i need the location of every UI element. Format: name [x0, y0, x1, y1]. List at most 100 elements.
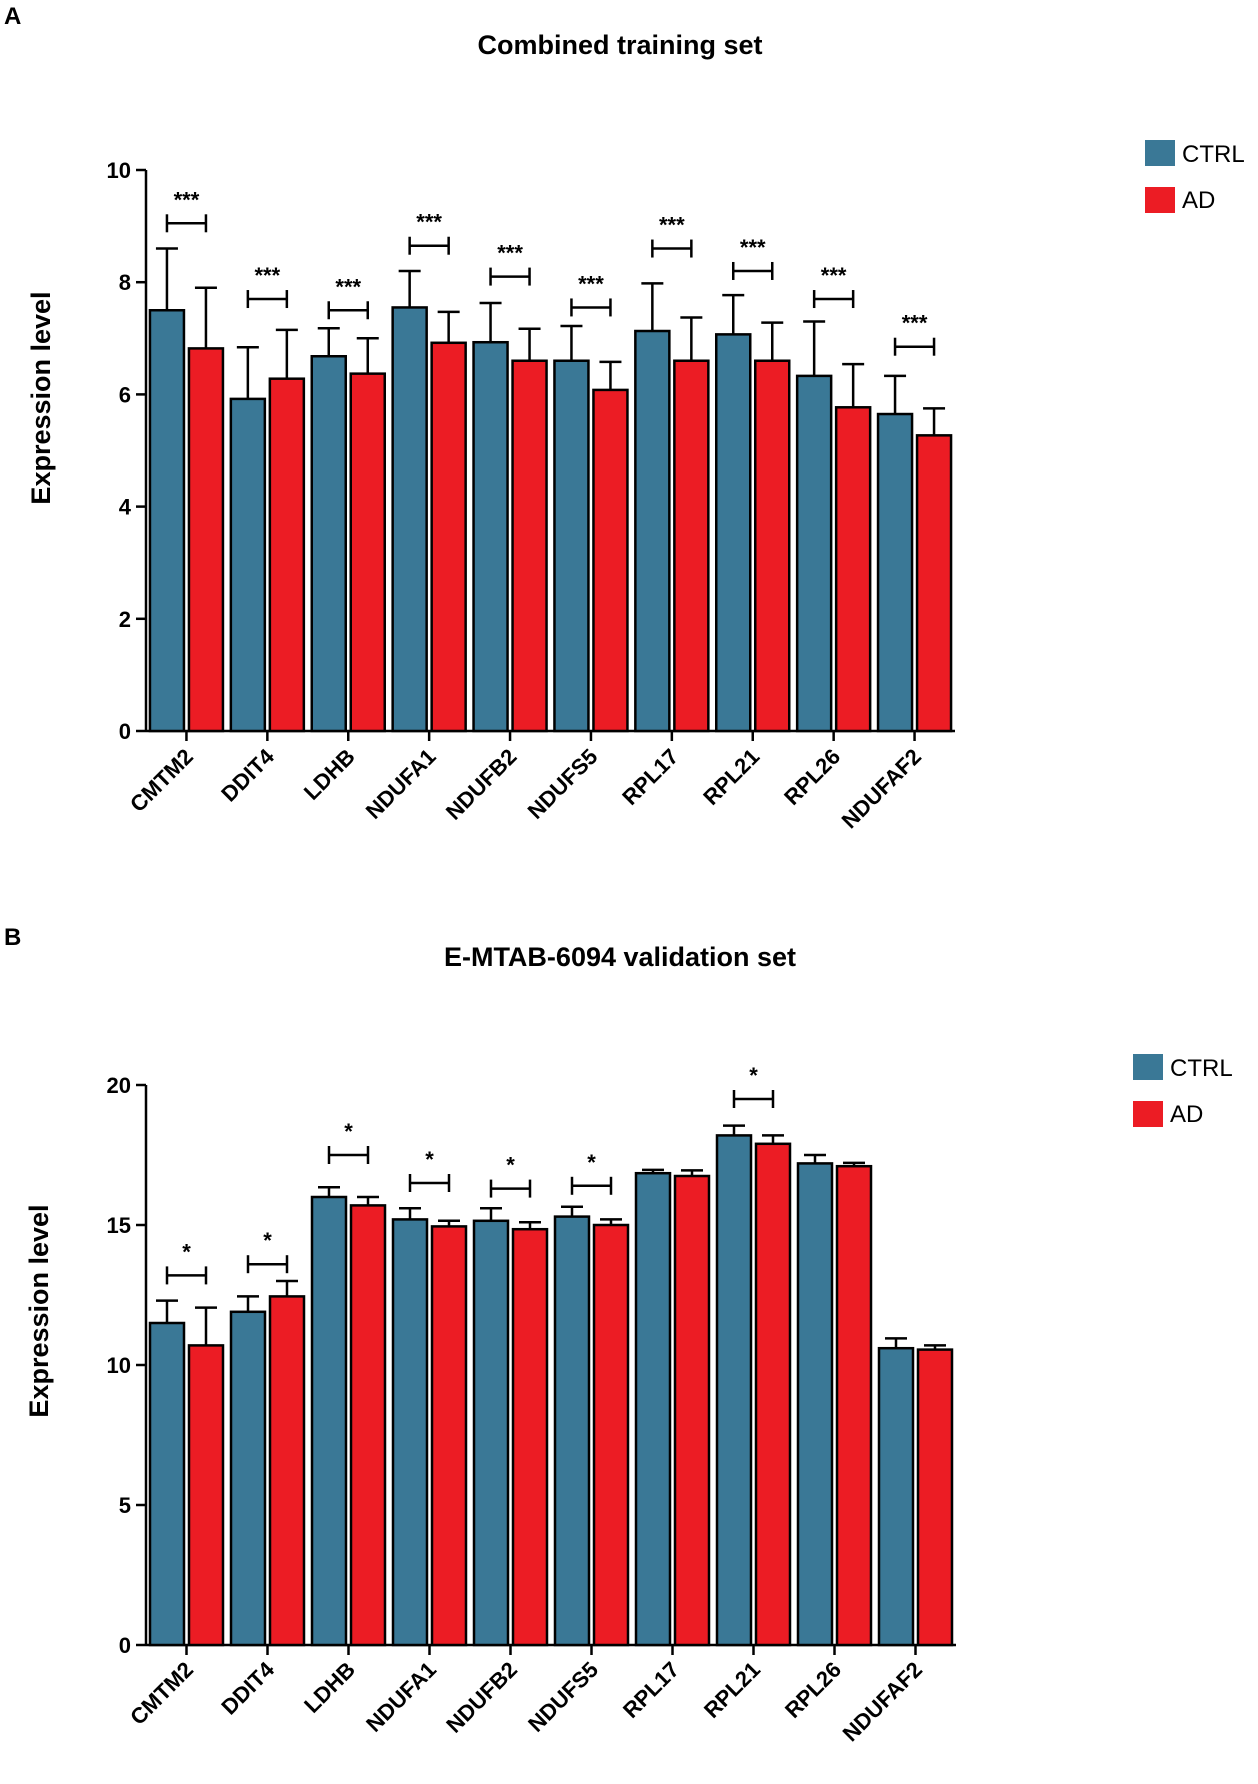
bar-ad-rpl21 — [754, 1142, 792, 1647]
x-tick-label: CMTM2 — [125, 1657, 198, 1730]
bar-ctrl-rpl17 — [634, 329, 671, 733]
x-tick-label: LDHB — [299, 1657, 360, 1718]
significance-label: *** — [740, 235, 766, 260]
x-tick-label: NDUFS5 — [523, 1657, 603, 1737]
legend-swatch-ctrl — [1133, 1054, 1163, 1080]
y-tick-label: 4 — [119, 495, 132, 520]
legend-label-ctrl: CTRL — [1182, 141, 1245, 168]
x-tick-label: RPL21 — [698, 744, 764, 810]
legend: CTRL AD — [1133, 1054, 1233, 1128]
x-tick-label: NDUFS5 — [523, 744, 603, 824]
y-tick-label: 5 — [119, 1493, 131, 1518]
plot-area: 0 2 4 6 8 10 CMTM2 *** DDIT4 *** LDHB *** NDUFA1 *** N… — [107, 158, 955, 833]
bar-ad-rpl21 — [754, 359, 791, 733]
bar-ctrl-ndufaf2 — [876, 412, 914, 733]
significance-label: *** — [578, 271, 604, 296]
bar-ad-rpl17 — [673, 1174, 711, 1647]
bar-ctrl-rpl26 — [795, 374, 833, 733]
x-tick-label: RPL21 — [699, 1657, 765, 1723]
bar-ctrl-rpl17 — [634, 1171, 672, 1647]
x-tick-label: NDUFB2 — [441, 744, 522, 825]
x-tick-label: RPL17 — [617, 744, 683, 810]
significance-label: * — [182, 1239, 191, 1264]
legend-label-ad: AD — [1170, 1101, 1203, 1128]
significance-label: *** — [659, 213, 685, 238]
y-tick-label: 2 — [119, 607, 131, 632]
bar-ad-ndufs5 — [592, 388, 629, 733]
bar-ad-rpl26 — [834, 406, 872, 733]
plot-area: 0 5 10 15 20 CMTM2 * DDIT4 * LDHB * NDUFA1 * NDUFB2 * N… — [107, 1063, 956, 1746]
y-tick-label: 10 — [107, 158, 131, 183]
bar-ctrl-ndufb2 — [472, 340, 509, 733]
bar-ad-ndufaf2 — [915, 434, 953, 733]
significance-label: *** — [335, 274, 361, 299]
x-tick-label: NDUFAF2 — [838, 1657, 927, 1746]
significance-label: *** — [255, 263, 281, 288]
x-tick-label: CMTM2 — [125, 744, 198, 817]
significance-label: *** — [416, 210, 442, 235]
significance-label: * — [344, 1119, 353, 1144]
significance-label: * — [749, 1063, 758, 1088]
x-tick-label: NDUFA1 — [361, 744, 441, 824]
bar-ad-ndufaf2 — [916, 1348, 954, 1647]
panel-letter: B — [4, 924, 21, 951]
significance-label: * — [587, 1150, 596, 1175]
bar-ctrl-ldhb — [310, 355, 347, 733]
y-tick-label: 8 — [119, 270, 131, 295]
y-tick-label: 6 — [119, 382, 131, 407]
bar-ad-cmtm2 — [187, 347, 225, 733]
chart-title: E-MTAB-6094 validation set — [444, 942, 796, 972]
y-tick-label: 15 — [107, 1213, 131, 1238]
significance-label: * — [425, 1147, 434, 1172]
bar-ad-ldhb — [349, 372, 386, 733]
significance-label: *** — [497, 241, 523, 266]
bar-ctrl-ldhb — [310, 1195, 348, 1647]
y-tick-label: 0 — [119, 719, 131, 744]
panel-a: A Combined training set Expression level… — [4, 3, 1245, 833]
x-tick-label: NDUFA1 — [361, 1657, 441, 1737]
significance-label: *** — [821, 263, 847, 288]
legend-swatch-ctrl — [1145, 140, 1175, 166]
bar-ad-rpl17 — [673, 359, 710, 733]
legend-label-ad: AD — [1182, 187, 1215, 214]
bar-ctrl-ndufs5 — [553, 1215, 591, 1647]
legend-swatch-ad — [1145, 187, 1175, 213]
x-tick-label: RPL17 — [618, 1657, 684, 1723]
bar-ad-cmtm2 — [187, 1344, 225, 1647]
legend: CTRL AD — [1145, 140, 1245, 214]
y-tick-label: 20 — [107, 1073, 131, 1098]
x-tick-label: DDIT4 — [216, 743, 279, 806]
x-tick-label: LDHB — [299, 744, 360, 805]
y-axis-label: Expression level — [24, 1204, 54, 1417]
significance-label: *** — [174, 187, 200, 212]
x-tick-label: NDUFAF2 — [837, 744, 926, 833]
x-tick-label: RPL26 — [780, 1657, 846, 1723]
bar-ad-ndufa1 — [430, 1225, 468, 1647]
panel-letter: A — [4, 3, 21, 30]
bar-ad-ndufb2 — [511, 359, 548, 733]
bar-ctrl-rpl26 — [796, 1162, 834, 1647]
bar-ctrl-rpl21 — [715, 333, 752, 733]
y-axis-label: Expression level — [26, 291, 56, 504]
panel-b: B E-MTAB-6094 validation set Expression … — [4, 924, 1233, 1746]
significance-label: * — [263, 1228, 272, 1253]
bar-ctrl-ndufa1 — [391, 1218, 429, 1647]
bar-ad-ldhb — [349, 1204, 387, 1647]
legend-swatch-ad — [1133, 1101, 1163, 1127]
bar-ctrl-ddit4 — [229, 397, 267, 733]
bar-ad-ddit4 — [268, 377, 306, 733]
chart-title: Combined training set — [477, 30, 762, 60]
bar-ad-ndufb2 — [511, 1227, 549, 1647]
bar-ad-rpl26 — [835, 1164, 873, 1647]
bar-ctrl-ndufaf2 — [877, 1346, 915, 1647]
bar-ctrl-rpl21 — [715, 1134, 753, 1647]
bar-ctrl-ndufb2 — [472, 1219, 510, 1647]
legend-label-ctrl: CTRL — [1170, 1055, 1233, 1082]
x-tick-label: RPL26 — [779, 744, 845, 810]
bar-ctrl-ddit4 — [229, 1310, 267, 1647]
bar-ctrl-cmtm2 — [148, 309, 186, 733]
significance-label: * — [506, 1153, 515, 1178]
bar-ad-ndufs5 — [592, 1223, 630, 1647]
x-tick-label: NDUFB2 — [441, 1657, 522, 1738]
